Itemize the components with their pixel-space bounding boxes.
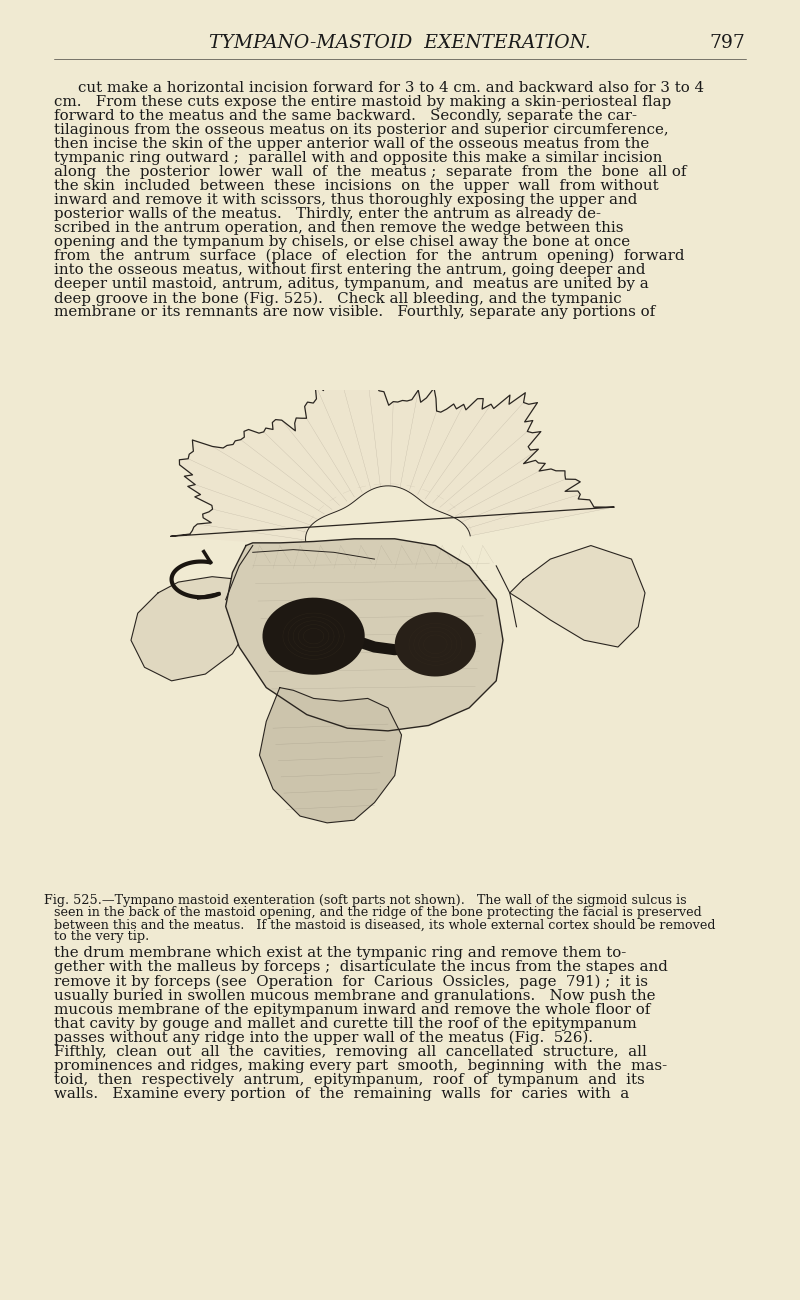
Text: prominences and ridges, making every part  smooth,  beginning  with  the  mas-: prominences and ridges, making every par… bbox=[54, 1058, 667, 1072]
Text: opening and the tympanum by chisels, or else chisel away the bone at once: opening and the tympanum by chisels, or … bbox=[54, 235, 630, 250]
Polygon shape bbox=[131, 577, 253, 681]
Text: cm.   From these cuts expose the entire mastoid by making a skin-periosteal flap: cm. From these cuts expose the entire ma… bbox=[54, 95, 672, 109]
Text: TYMPANO-MASTOID  EXENTERATION.: TYMPANO-MASTOID EXENTERATION. bbox=[209, 34, 591, 52]
Text: membrane or its remnants are now visible.   Fourthly, separate any portions of: membrane or its remnants are now visible… bbox=[54, 306, 656, 320]
Text: inward and remove it with scissors, thus thoroughly exposing the upper and: inward and remove it with scissors, thus… bbox=[54, 192, 638, 207]
Text: usually buried in swollen mucous membrane and granulations.   Now push the: usually buried in swollen mucous membran… bbox=[54, 988, 656, 1002]
Text: into the osseous meatus, without first entering the antrum, going deeper and: into the osseous meatus, without first e… bbox=[54, 263, 646, 277]
Text: that cavity by gouge and mallet and curette till the roof of the epitympanum: that cavity by gouge and mallet and cure… bbox=[54, 1017, 637, 1031]
Text: forward to the meatus and the same backward.   Secondly, separate the car-: forward to the meatus and the same backw… bbox=[54, 109, 638, 122]
Text: tilaginous from the osseous meatus on its posterior and superior circumference,: tilaginous from the osseous meatus on it… bbox=[54, 122, 669, 136]
Text: scribed in the antrum operation, and then remove the wedge between this: scribed in the antrum operation, and the… bbox=[54, 221, 624, 235]
Text: from  the  antrum  surface  (place  of  election  for  the  antrum  opening)  fo: from the antrum surface (place of electi… bbox=[54, 250, 685, 264]
Text: Fifthly,  clean  out  all  the  cavities,  removing  all  cancellated  structure: Fifthly, clean out all the cavities, rem… bbox=[54, 1045, 647, 1058]
Text: the drum membrane which exist at the tympanic ring and remove them to-: the drum membrane which exist at the tym… bbox=[54, 946, 626, 961]
Polygon shape bbox=[262, 598, 365, 675]
Text: Fig. 525.—Tympano mastoid exenteration (soft parts not shown).   The wall of the: Fig. 525.—Tympano mastoid exenteration (… bbox=[44, 894, 686, 907]
Text: passes without any ridge into the upper wall of the meatus (Fig.  526).: passes without any ridge into the upper … bbox=[54, 1031, 594, 1045]
Text: the skin  included  between  these  incisions  on  the  upper  wall  from withou: the skin included between these incision… bbox=[54, 179, 659, 192]
Text: gether with the malleus by forceps ;  disarticulate the incus from the stapes an: gether with the malleus by forceps ; dis… bbox=[54, 961, 668, 975]
Polygon shape bbox=[510, 546, 645, 647]
Text: deeper until mastoid, antrum, aditus, tympanum, and  meatus are united by a: deeper until mastoid, antrum, aditus, ty… bbox=[54, 277, 649, 291]
Text: 797: 797 bbox=[710, 34, 746, 52]
Text: remove it by forceps (see  Operation  for  Carious  Ossicles,  page  791) ;  it : remove it by forceps (see Operation for … bbox=[54, 975, 648, 989]
Text: toid,  then  respectively  antrum,  epitympanum,  roof  of  tympanum  and  its: toid, then respectively antrum, epitympa… bbox=[54, 1072, 645, 1087]
Text: cut make a horizontal incision forward for 3 to 4 cm. and backward also for 3 to: cut make a horizontal incision forward f… bbox=[78, 81, 705, 95]
Text: tympanic ring outward ;  parallel with and opposite this make a similar incision: tympanic ring outward ; parallel with an… bbox=[54, 151, 662, 165]
Text: along  the  posterior  lower  wall  of  the  meatus ;  separate  from  the  bone: along the posterior lower wall of the me… bbox=[54, 165, 687, 179]
Text: seen in the back of the mastoid opening, and the ridge of the bone protecting th: seen in the back of the mastoid opening,… bbox=[54, 906, 702, 919]
Text: walls.   Examine every portion  of  the  remaining  walls  for  caries  with  a: walls. Examine every portion of the rema… bbox=[54, 1087, 630, 1101]
Text: then incise the skin of the upper anterior wall of the osseous meatus from the: then incise the skin of the upper anteri… bbox=[54, 136, 650, 151]
Text: to the very tip.: to the very tip. bbox=[54, 931, 150, 944]
Polygon shape bbox=[259, 688, 402, 823]
Polygon shape bbox=[170, 361, 614, 546]
Polygon shape bbox=[226, 538, 503, 731]
Text: posterior walls of the meatus.   Thirdly, enter the antrum as already de-: posterior walls of the meatus. Thirdly, … bbox=[54, 207, 602, 221]
Polygon shape bbox=[394, 612, 476, 676]
Text: deep groove in the bone (Fig. 525).   Check all bleeding, and the tympanic: deep groove in the bone (Fig. 525). Chec… bbox=[54, 291, 622, 305]
Text: between this and the meatus.   If the mastoid is diseased, its whole external co: between this and the meatus. If the mast… bbox=[54, 918, 716, 931]
Text: mucous membrane of the epitympanum inward and remove the whole floor of: mucous membrane of the epitympanum inwar… bbox=[54, 1002, 650, 1017]
